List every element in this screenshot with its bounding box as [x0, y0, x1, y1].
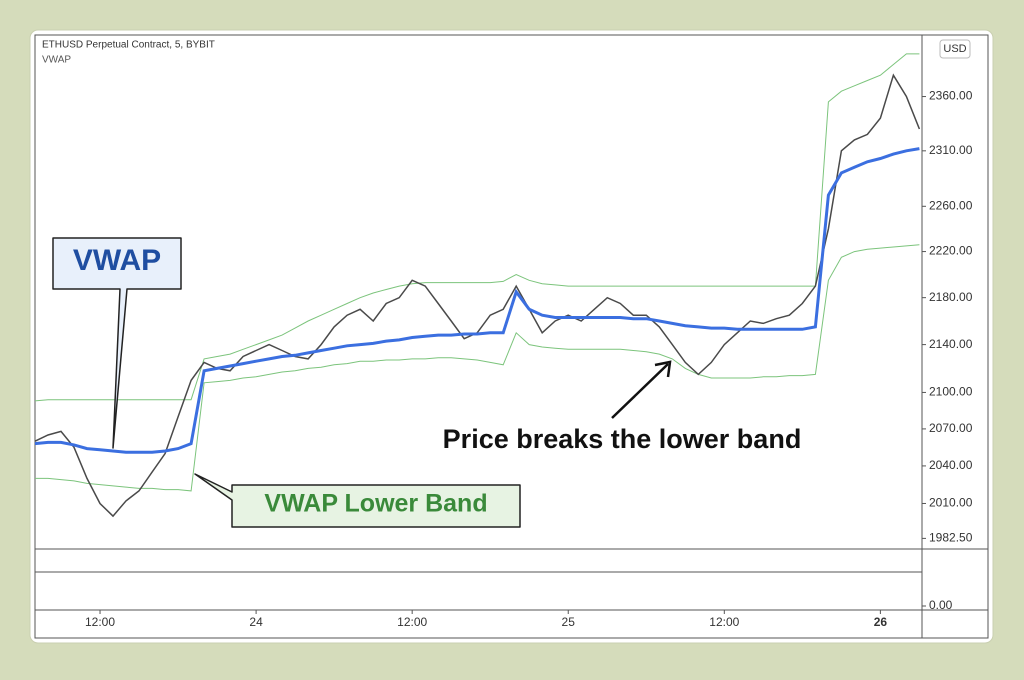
callout-box: [194, 473, 521, 528]
callout-box: [52, 237, 182, 449]
frame: [34, 34, 989, 639]
series-line: [34, 53, 920, 402]
y-tick-label: 2260.00: [929, 198, 973, 212]
x-tick-label: 12:00: [397, 615, 427, 629]
y-tick-label: 2040.00: [929, 458, 973, 472]
y-tick-label: 0.00: [929, 598, 953, 612]
annotation-text: Price breaks the lower band: [443, 424, 802, 454]
card: [29, 29, 994, 644]
y-tick-label: 2140.00: [929, 337, 973, 351]
y-tick-label: 2100.00: [929, 385, 973, 399]
y-tick-label: 2360.00: [929, 89, 973, 103]
arrow-head: [654, 360, 672, 378]
x-tick-label: 12:00: [85, 615, 115, 629]
x-tick-label: 12:00: [709, 615, 739, 629]
callout-text: VWAP Lower Band: [264, 490, 487, 518]
y-tick-label: 2070.00: [929, 421, 973, 435]
y-tick-label: 2180.00: [929, 290, 973, 304]
y-tick-label: 2010.00: [929, 496, 973, 510]
currency-badge: [939, 39, 971, 59]
x-tick-label: 25: [562, 615, 576, 629]
y-tick-label: 1982.50: [929, 531, 973, 545]
callout-text: VWAP: [73, 244, 161, 277]
currency-label: USD: [943, 43, 966, 55]
y-tick-label: 2310.00: [929, 143, 973, 157]
chart-title: ETHUSD Perpetual Contract, 5, BYBIT: [42, 40, 215, 51]
series-line: [35, 244, 920, 492]
y-tick-label: 2220.00: [929, 244, 973, 258]
x-tick-label: 24: [249, 615, 263, 629]
series-line: [34, 147, 920, 454]
x-tick-label: 26: [874, 615, 888, 629]
arrow: [611, 363, 669, 419]
plot-area: [34, 53, 921, 518]
indicator-label: VWAP: [42, 55, 71, 66]
